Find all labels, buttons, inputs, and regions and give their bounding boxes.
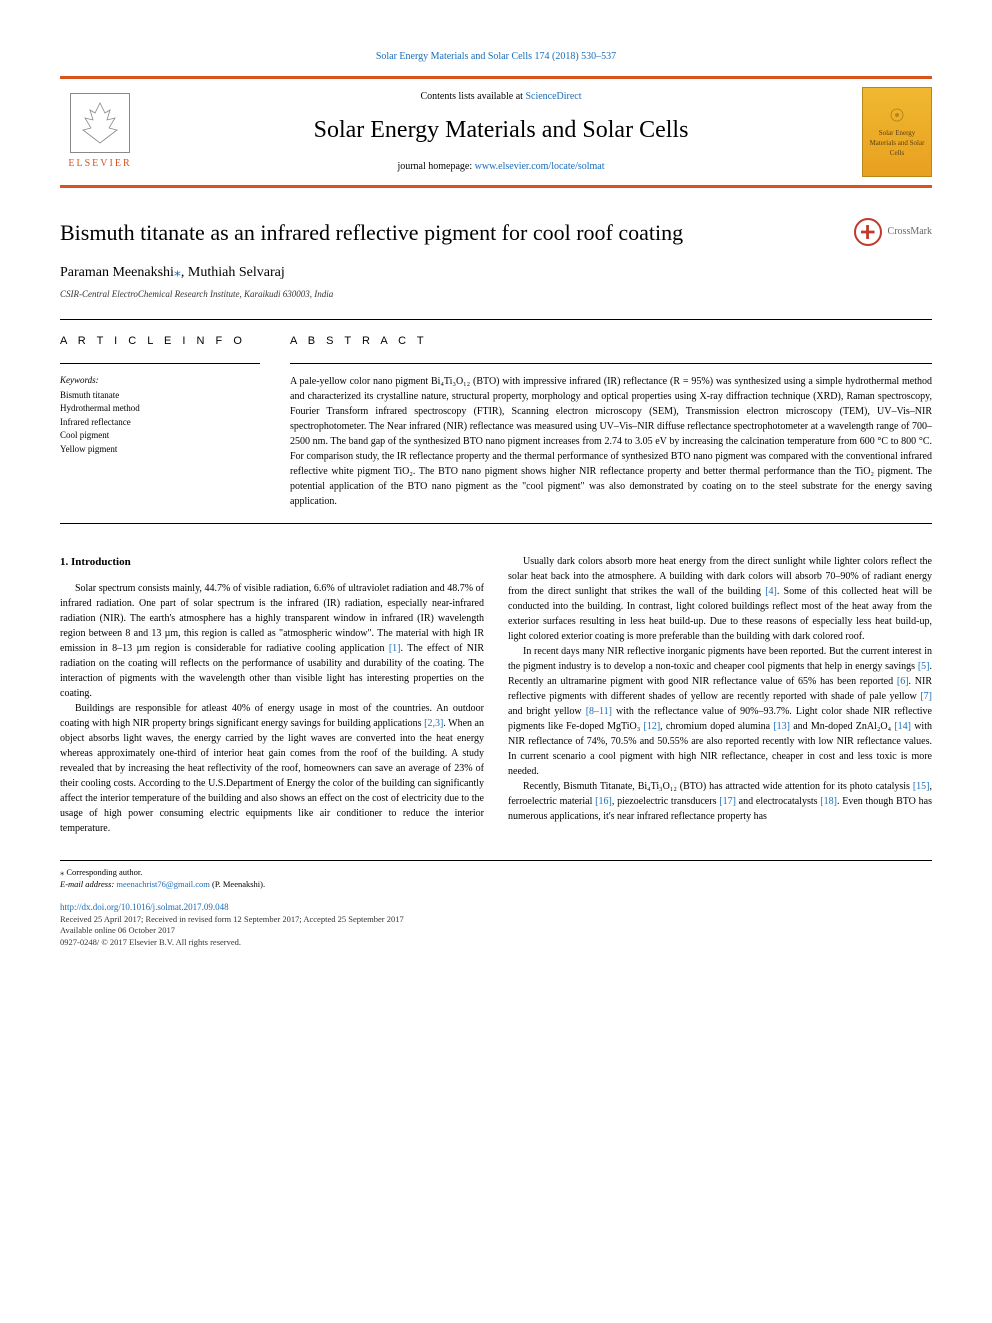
abstract-panel: A B S T R A C T A pale-yellow color nano… — [290, 334, 932, 509]
citation-link[interactable]: [12] — [643, 721, 660, 732]
copyright-line: 0927-0248/ © 2017 Elsevier B.V. All righ… — [60, 937, 932, 949]
article-body: 1. Introduction Solar spectrum consists … — [60, 554, 932, 836]
elsevier-brand-text: ELSEVIER — [68, 157, 131, 171]
paragraph: Usually dark colors absorb more heat ene… — [508, 554, 932, 644]
contents-prefix: Contents lists available at — [420, 91, 525, 102]
article-title: Bismuth titanate as an infrared reflecti… — [60, 218, 932, 249]
divider-bottom — [60, 523, 932, 524]
sciencedirect-link[interactable]: ScienceDirect — [525, 91, 581, 102]
journal-name: Solar Energy Materials and Solar Cells — [156, 114, 846, 148]
journal-cover-thumbnail[interactable]: Solar Energy Materials and Solar Cells — [862, 87, 932, 177]
keyword-item: Infrared reflectance — [60, 416, 260, 430]
citation-link[interactable]: [4] — [765, 586, 777, 597]
citation-link[interactable]: [17] — [719, 796, 736, 807]
crossmark-icon — [854, 218, 882, 246]
abstract-heading: A B S T R A C T — [290, 334, 932, 349]
header-center: Contents lists available at ScienceDirec… — [156, 90, 846, 174]
journal-header: ELSEVIER Contents lists available at Sci… — [60, 76, 932, 188]
cover-title-text: Solar Energy Materials and Solar Cells — [867, 129, 927, 158]
homepage-line: journal homepage: www.elsevier.com/locat… — [156, 160, 846, 174]
citation-link[interactable]: [8–11] — [586, 706, 612, 717]
elsevier-tree-icon — [70, 93, 130, 153]
email-label: E-mail address: — [60, 879, 116, 889]
abstract-divider — [290, 363, 932, 364]
citation-link[interactable]: [7] — [920, 691, 932, 702]
paragraph: Buildings are responsible for atleast 40… — [60, 701, 484, 836]
abstract-text: A pale-yellow color nano pigment Bi₄Ti₃O… — [290, 374, 932, 509]
citation-link[interactable]: [13] — [773, 721, 790, 732]
author-2: , Muthiah Selvaraj — [181, 265, 285, 280]
citation-link[interactable]: [5] — [918, 661, 930, 672]
doi-link[interactable]: http://dx.doi.org/10.1016/j.solmat.2017.… — [60, 902, 229, 912]
citation-link[interactable]: [15] — [913, 781, 930, 792]
keyword-item: Hydrothermal method — [60, 402, 260, 416]
corresponding-author-note: ⁎ Corresponding author. — [60, 867, 932, 879]
info-divider — [60, 363, 260, 364]
citation-link[interactable]: [6] — [897, 676, 909, 687]
section-heading-intro: 1. Introduction — [60, 554, 484, 571]
received-dates: Received 25 April 2017; Received in revi… — [60, 914, 932, 926]
homepage-link[interactable]: www.elsevier.com/locate/solmat — [475, 161, 605, 172]
elsevier-logo[interactable]: ELSEVIER — [60, 87, 140, 177]
homepage-prefix: journal homepage: — [397, 161, 474, 172]
keyword-item: Yellow pigment — [60, 443, 260, 457]
citation-link[interactable]: [16] — [595, 796, 612, 807]
email-link[interactable]: meenachrist76@gmail.com — [116, 879, 210, 889]
email-suffix: (P. Meenakshi). — [210, 879, 265, 889]
crossmark-label: CrossMark — [888, 225, 932, 239]
citation-link[interactable]: [2,3] — [424, 718, 443, 729]
footnotes: ⁎ Corresponding author. E-mail address: … — [60, 860, 932, 949]
citation-link[interactable]: [18] — [820, 796, 837, 807]
authors-line: Paraman Meenakshi⁎, Muthiah Selvaraj — [60, 263, 932, 283]
affiliation: CSIR-Central ElectroChemical Research In… — [60, 288, 932, 301]
paragraph: Recently, Bismuth Titanate, Bi₄Ti₃O₁₂ (B… — [508, 779, 932, 824]
keyword-item: Bismuth titanate — [60, 389, 260, 403]
keywords-label: Keywords: — [60, 374, 260, 387]
keyword-item: Cool pigment — [60, 429, 260, 443]
online-date: Available online 06 October 2017 — [60, 925, 932, 937]
email-line: E-mail address: meenachrist76@gmail.com … — [60, 879, 932, 891]
author-1[interactable]: Paraman Meenakshi — [60, 265, 174, 280]
top-citation[interactable]: Solar Energy Materials and Solar Cells 1… — [60, 50, 932, 64]
citation-link[interactable]: [14] — [894, 721, 911, 732]
article-info-panel: A R T I C L E I N F O Keywords: Bismuth … — [60, 334, 260, 509]
contents-available-line: Contents lists available at ScienceDirec… — [156, 90, 846, 104]
paragraph: In recent days many NIR reflective inorg… — [508, 644, 932, 779]
citation-link[interactable]: [1] — [389, 643, 401, 654]
crossmark-badge[interactable]: CrossMark — [854, 218, 932, 246]
corresponding-author-mark[interactable]: ⁎ — [174, 265, 181, 280]
paragraph: Solar spectrum consists mainly, 44.7% of… — [60, 581, 484, 701]
article-info-heading: A R T I C L E I N F O — [60, 334, 260, 349]
